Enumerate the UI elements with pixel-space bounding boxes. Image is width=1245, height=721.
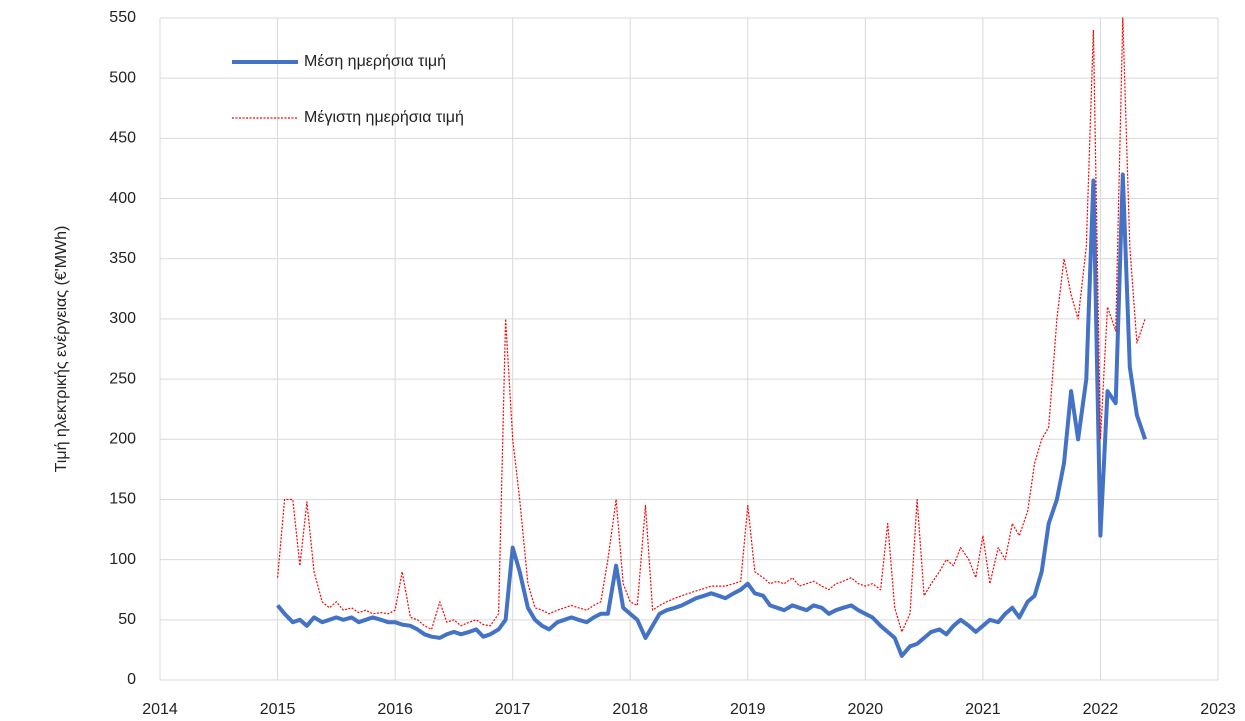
- y-tick-label: 450: [109, 130, 136, 147]
- y-tick-label: 300: [109, 310, 136, 327]
- legend-label: Μέση ημερήσια τιμή: [304, 53, 446, 70]
- x-tick-label: 2022: [1083, 701, 1119, 718]
- x-tick-label: 2018: [612, 701, 648, 718]
- x-tick-label: 2014: [142, 701, 178, 718]
- y-axis-label: Τιμή ηλεκτρικής ενέργειας (€'MWh): [53, 226, 70, 473]
- x-tick-label: 2020: [848, 701, 884, 718]
- legend-label: Μέγιστη ημερήσια τιμή: [304, 109, 464, 126]
- x-tick-label: 2023: [1200, 701, 1236, 718]
- x-tick-label: 2019: [730, 701, 766, 718]
- y-tick-label: 0: [127, 671, 136, 688]
- line-series: [276, 172, 1147, 658]
- y-tick-label: 250: [109, 370, 136, 387]
- y-tick-label: 350: [109, 250, 136, 267]
- y-tick-label: 100: [109, 551, 136, 568]
- y-tick-label: 150: [109, 491, 136, 508]
- x-tick-label: 2015: [260, 701, 296, 718]
- x-tick-label: 2016: [377, 701, 413, 718]
- y-tick-label: 50: [118, 611, 136, 628]
- x-tick-label: 2017: [495, 701, 531, 718]
- y-tick-label: 400: [109, 190, 136, 207]
- y-tick-label: 550: [109, 9, 136, 26]
- y-tick-label: 500: [109, 69, 136, 86]
- x-tick-label: 2021: [965, 701, 1001, 718]
- y-tick-label: 200: [109, 430, 136, 447]
